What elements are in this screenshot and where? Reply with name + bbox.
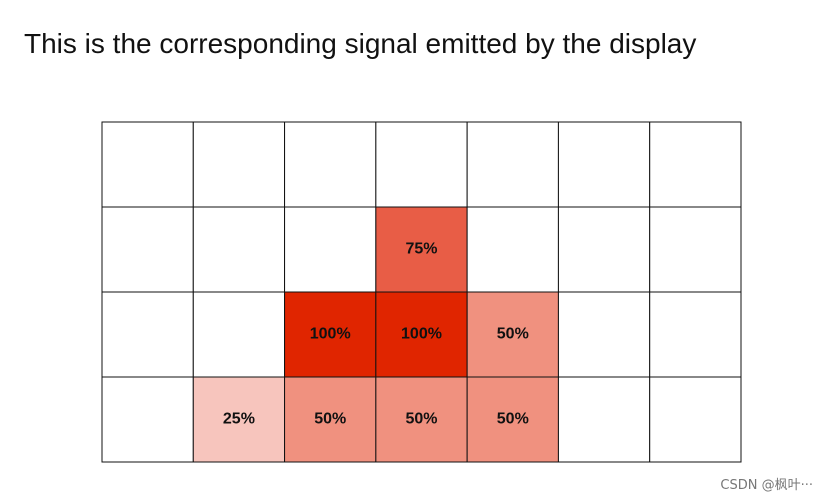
cell [649,291,742,378]
title: This is the corresponding signal emitted… [24,28,697,59]
cell [192,376,286,463]
cell [375,121,468,208]
cell [192,121,286,208]
cell-label: 50% [405,411,437,428]
cell-label: 75% [405,241,437,258]
cell [284,206,377,293]
cell [284,291,377,378]
cell [649,121,742,208]
cell [284,121,377,208]
cell-label: 50% [497,326,529,343]
cell-label: 50% [497,411,529,428]
cell [649,376,742,463]
cell [557,376,651,463]
cell [375,206,468,293]
watermark: CSDN @枫叶··· [720,478,813,493]
cell [649,206,742,293]
cell [375,291,468,378]
cell [192,291,286,378]
cell [466,376,559,463]
cell [101,121,194,208]
cell [101,376,194,463]
cell [375,376,468,463]
cell-label: 25% [223,411,255,428]
cell-label: 100% [310,326,351,343]
cell [284,376,377,463]
cell [557,206,651,293]
cell [466,291,559,378]
cell-label: 50% [314,411,346,428]
cell [101,291,194,378]
cell [192,206,286,293]
cell [466,121,559,208]
cell [101,206,194,293]
cell-label: 100% [401,326,442,343]
cell [557,291,651,378]
cell [557,121,651,208]
cell [466,206,559,293]
